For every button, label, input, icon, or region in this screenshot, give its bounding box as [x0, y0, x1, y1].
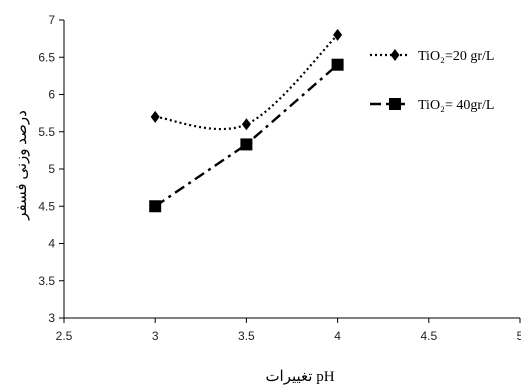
legend-swatch-marker	[389, 98, 401, 110]
legend-label: TiO₂=20 gr/L	[418, 49, 494, 64]
series-line-1	[155, 34, 339, 131]
y-tick-label: 3	[48, 311, 55, 325]
series-1-point	[150, 110, 160, 123]
legend-swatch-marker	[390, 49, 400, 61]
y-axis-title: درصد وزنی فسفر	[14, 110, 30, 221]
series-line-2	[154, 63, 339, 208]
axes	[63, 20, 520, 319]
x-axis-title: تغییرات pH	[265, 369, 334, 385]
ticks: 33.544.555.566.572.5 3 3.5 4 4.5 5	[38, 13, 521, 343]
x-tick-label: 3	[152, 329, 159, 343]
x-tick-label: 2.5	[56, 329, 73, 343]
series-1-point	[333, 28, 343, 41]
series-2-point	[331, 58, 344, 71]
y-tick-label: 7	[48, 13, 55, 27]
x-tick-label: 4.5	[420, 329, 437, 343]
y-tick-label: 5.5	[38, 125, 55, 139]
y-tick-label: 4.5	[38, 199, 55, 213]
y-tick-label: 3.5	[38, 274, 55, 288]
x-tick-label: 5	[517, 329, 521, 343]
legend-label: TiO₂= 40gr/L	[418, 98, 494, 113]
series-1-point	[241, 118, 251, 131]
x-tick-label: 4	[334, 329, 341, 343]
y-tick-label: 4	[48, 237, 55, 251]
series-2-point	[149, 200, 162, 213]
y-tick-label: 6	[48, 88, 55, 102]
series-layer	[149, 28, 344, 213]
x-tick-label: 3.5	[238, 329, 255, 343]
legend: TiO₂=20 gr/L TiO₂= 40gr/L	[370, 49, 494, 113]
series-2-point	[240, 138, 253, 151]
y-tick-label: 6.5	[38, 50, 55, 64]
y-tick-label: 5	[48, 162, 55, 176]
